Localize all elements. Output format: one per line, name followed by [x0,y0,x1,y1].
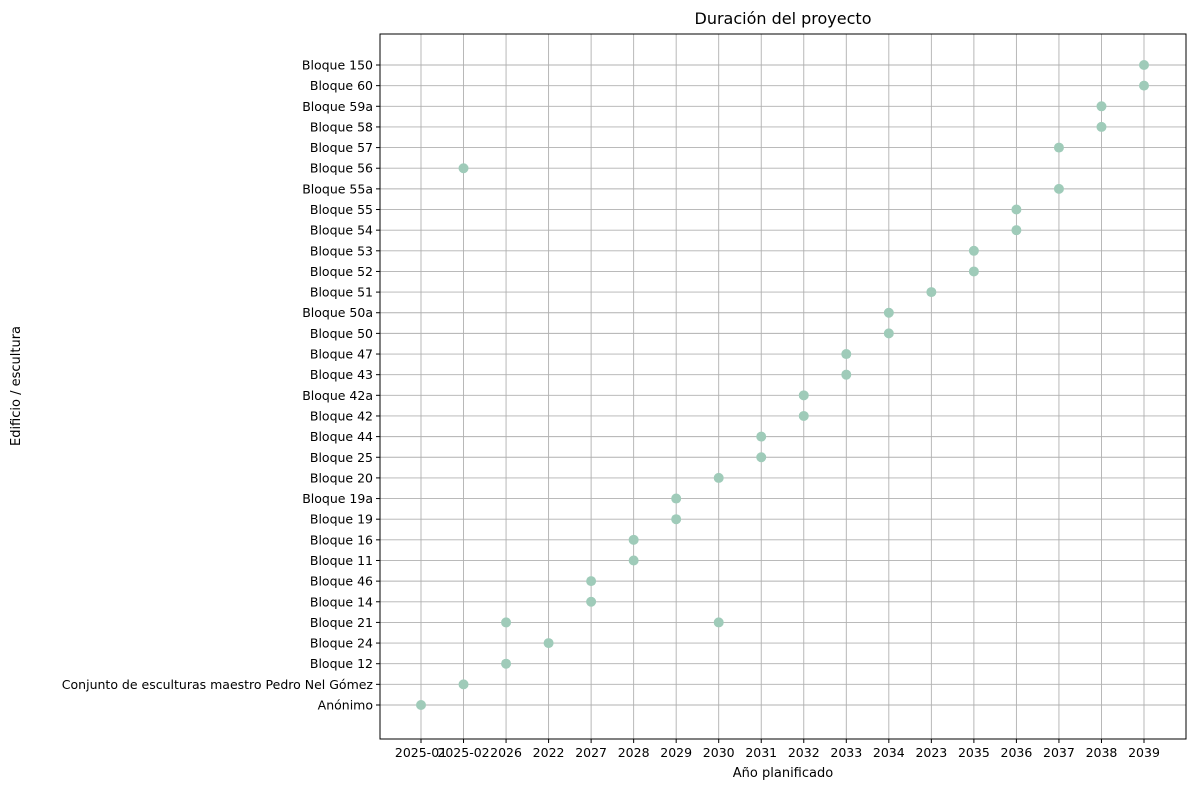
x-tick-label: 2028 [618,745,650,760]
y-tick-label: Bloque 11 [310,553,373,568]
y-tick-label: Bloque 42 [310,408,373,423]
y-tick-label: Bloque 44 [310,429,373,444]
plot-area-frame [379,33,1187,740]
y-tick-label: Bloque 55 [310,202,373,217]
y-tick-label: Bloque 20 [310,470,373,485]
data-point [1096,121,1107,132]
y-axis-label: Edificio / escultura [9,326,24,446]
data-point [883,328,894,339]
y-tick-label: Bloque 12 [310,656,373,671]
x-tick-label: 2026 [490,745,522,760]
data-point [628,555,639,566]
data-point [756,431,767,442]
chart-title: Duración del proyecto [695,9,872,28]
y-tick-label: Bloque 19a [302,491,373,506]
x-tick-label: 2022 [533,745,565,760]
data-point [501,617,512,628]
data-point [713,617,724,628]
y-tick-label: Bloque 25 [310,450,373,465]
data-point [1053,183,1064,194]
x-tick-label: 2036 [1001,745,1033,760]
data-point [586,596,597,607]
y-tick-label: Bloque 43 [310,367,373,382]
y-tick-label: Bloque 55a [302,181,373,196]
y-tick-label: Bloque 21 [310,615,373,630]
x-tick-label: 2023 [915,745,947,760]
y-tick-label: Bloque 50a [302,305,373,320]
y-tick-label: Bloque 47 [310,347,373,362]
data-point [501,658,512,669]
y-tick-label: Bloque 59a [302,99,373,114]
y-tick-label: Bloque 52 [310,264,373,279]
data-point [416,700,426,710]
data-point [628,534,639,545]
data-point [1011,204,1022,215]
data-point [756,452,767,463]
data-point [671,493,682,504]
y-tick-label: Bloque 46 [310,574,373,589]
x-tick-label: 2030 [703,745,735,760]
y-tick-label: Bloque 19 [310,512,373,527]
x-tick-label: 2033 [830,745,862,760]
data-points [416,60,1149,710]
data-point [671,514,682,525]
data-point [1011,225,1022,236]
y-tick-label: Bloque 16 [310,532,373,547]
x-tick-label: 2025-02 [437,745,489,760]
data-point [1053,142,1064,153]
data-point [543,638,554,649]
x-tick-label: 2025-01 [395,745,447,760]
y-tick-label: Bloque 50 [310,326,373,341]
y-tick-label: Bloque 150 [302,58,373,73]
data-point [968,245,979,256]
y-tick-label: Bloque 51 [310,285,373,300]
x-axis-label: Año planificado [733,766,833,781]
data-point [841,369,852,380]
data-point [798,390,809,401]
x-tick-label: 2032 [788,745,820,760]
data-point [713,472,724,483]
y-tick-label: Bloque 54 [310,223,373,238]
data-point [798,410,809,421]
x-tick-label: 2027 [575,745,607,760]
y-tick-label: Bloque 56 [310,161,373,176]
data-point [926,287,937,298]
grid-lines [380,34,1186,739]
y-tick-label: Bloque 42a [302,388,373,403]
x-tick-label: 2029 [660,745,692,760]
x-tick-label: 2034 [873,745,905,760]
x-tick-label: 2031 [745,745,777,760]
data-point [1139,80,1149,91]
y-tick-label: Bloque 53 [310,243,373,258]
y-tick-label: Conjunto de esculturas maestro Pedro Nel… [62,677,374,692]
x-tick-label: 2038 [1086,745,1118,760]
y-tick-label: Bloque 60 [310,78,373,93]
x-tick-label: 2037 [1043,745,1075,760]
y-tick-label: Bloque 24 [310,636,373,651]
y-tick-label: Bloque 58 [310,119,373,134]
y-axis: Anónimo Conjunto de esculturas maestro Pe… [62,58,380,713]
data-point [586,576,597,587]
data-point [458,679,469,690]
x-tick-label: 2035 [958,745,990,760]
y-tick-label: Bloque 14 [310,594,373,609]
data-point [1096,101,1107,112]
data-point [968,266,979,277]
data-point [458,163,469,174]
x-tick-label: 2039 [1128,745,1160,760]
y-tick-label: Anónimo [318,698,373,713]
data-point [883,307,894,318]
data-point [1139,60,1149,70]
y-tick-label: Bloque 57 [310,140,373,155]
data-point [841,349,852,360]
